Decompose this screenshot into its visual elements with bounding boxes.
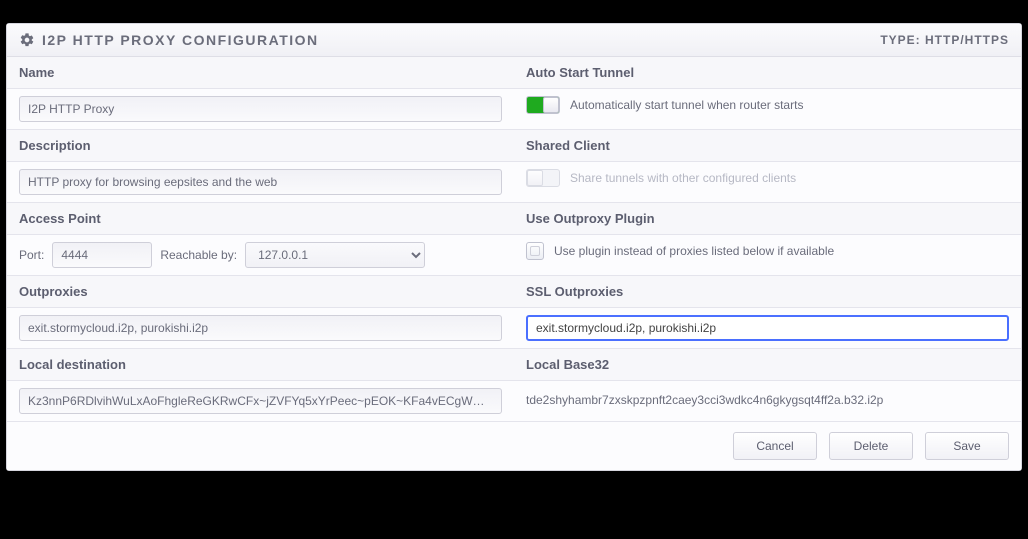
save-button[interactable]: Save <box>925 432 1009 460</box>
label-name: Name <box>7 57 514 88</box>
gear-icon <box>19 32 35 48</box>
footer-buttons: Cancel Delete Save <box>7 422 1021 470</box>
label-shared-client: Shared Client <box>514 130 1021 161</box>
label-outproxies: Outproxies <box>7 276 514 307</box>
use-outproxy-plugin-label: Use plugin instead of proxies listed bel… <box>554 244 834 258</box>
port-label: Port: <box>19 248 44 262</box>
outproxies-input[interactable] <box>19 315 502 341</box>
label-local-base32: Local Base32 <box>514 349 1021 380</box>
label-use-outproxy-plugin: Use Outproxy Plugin <box>514 203 1021 234</box>
config-panel: I2P HTTP PROXY CONFIGURATION TYPE: HTTP/… <box>6 23 1022 471</box>
use-outproxy-plugin-checkbox[interactable] <box>526 242 544 260</box>
reachable-by-label: Reachable by: <box>160 248 237 262</box>
cancel-button[interactable]: Cancel <box>733 432 817 460</box>
panel-header: I2P HTTP PROXY CONFIGURATION TYPE: HTTP/… <box>7 24 1021 57</box>
local-destination-value[interactable]: Kz3nnP6RDlvihWuLxAoFhgleReGKRwCFx~jZVFYq… <box>19 388 502 414</box>
label-ssl-outproxies: SSL Outproxies <box>514 276 1021 307</box>
name-input[interactable] <box>19 96 502 122</box>
auto-start-toggle[interactable] <box>526 96 560 114</box>
header-title-group: I2P HTTP PROXY CONFIGURATION <box>19 32 319 48</box>
label-description: Description <box>7 130 514 161</box>
panel-title: I2P HTTP PROXY CONFIGURATION <box>42 32 319 48</box>
shared-client-toggle[interactable] <box>526 169 560 187</box>
auto-start-label: Automatically start tunnel when router s… <box>570 98 803 112</box>
reachable-by-select[interactable]: 127.0.0.1 <box>245 242 425 268</box>
local-base32-value: tde2shyhambr7zxskpzpnft2caey3cci3wdkc4n6… <box>526 388 1009 412</box>
label-local-destination: Local destination <box>7 349 514 380</box>
panel-type: TYPE: HTTP/HTTPS <box>880 33 1009 47</box>
ssl-outproxies-input[interactable] <box>526 315 1009 341</box>
port-input[interactable] <box>52 242 152 268</box>
label-auto-start: Auto Start Tunnel <box>514 57 1021 88</box>
shared-client-label: Share tunnels with other configured clie… <box>570 171 796 185</box>
description-input[interactable] <box>19 169 502 195</box>
delete-button[interactable]: Delete <box>829 432 913 460</box>
label-access-point: Access Point <box>7 203 514 234</box>
